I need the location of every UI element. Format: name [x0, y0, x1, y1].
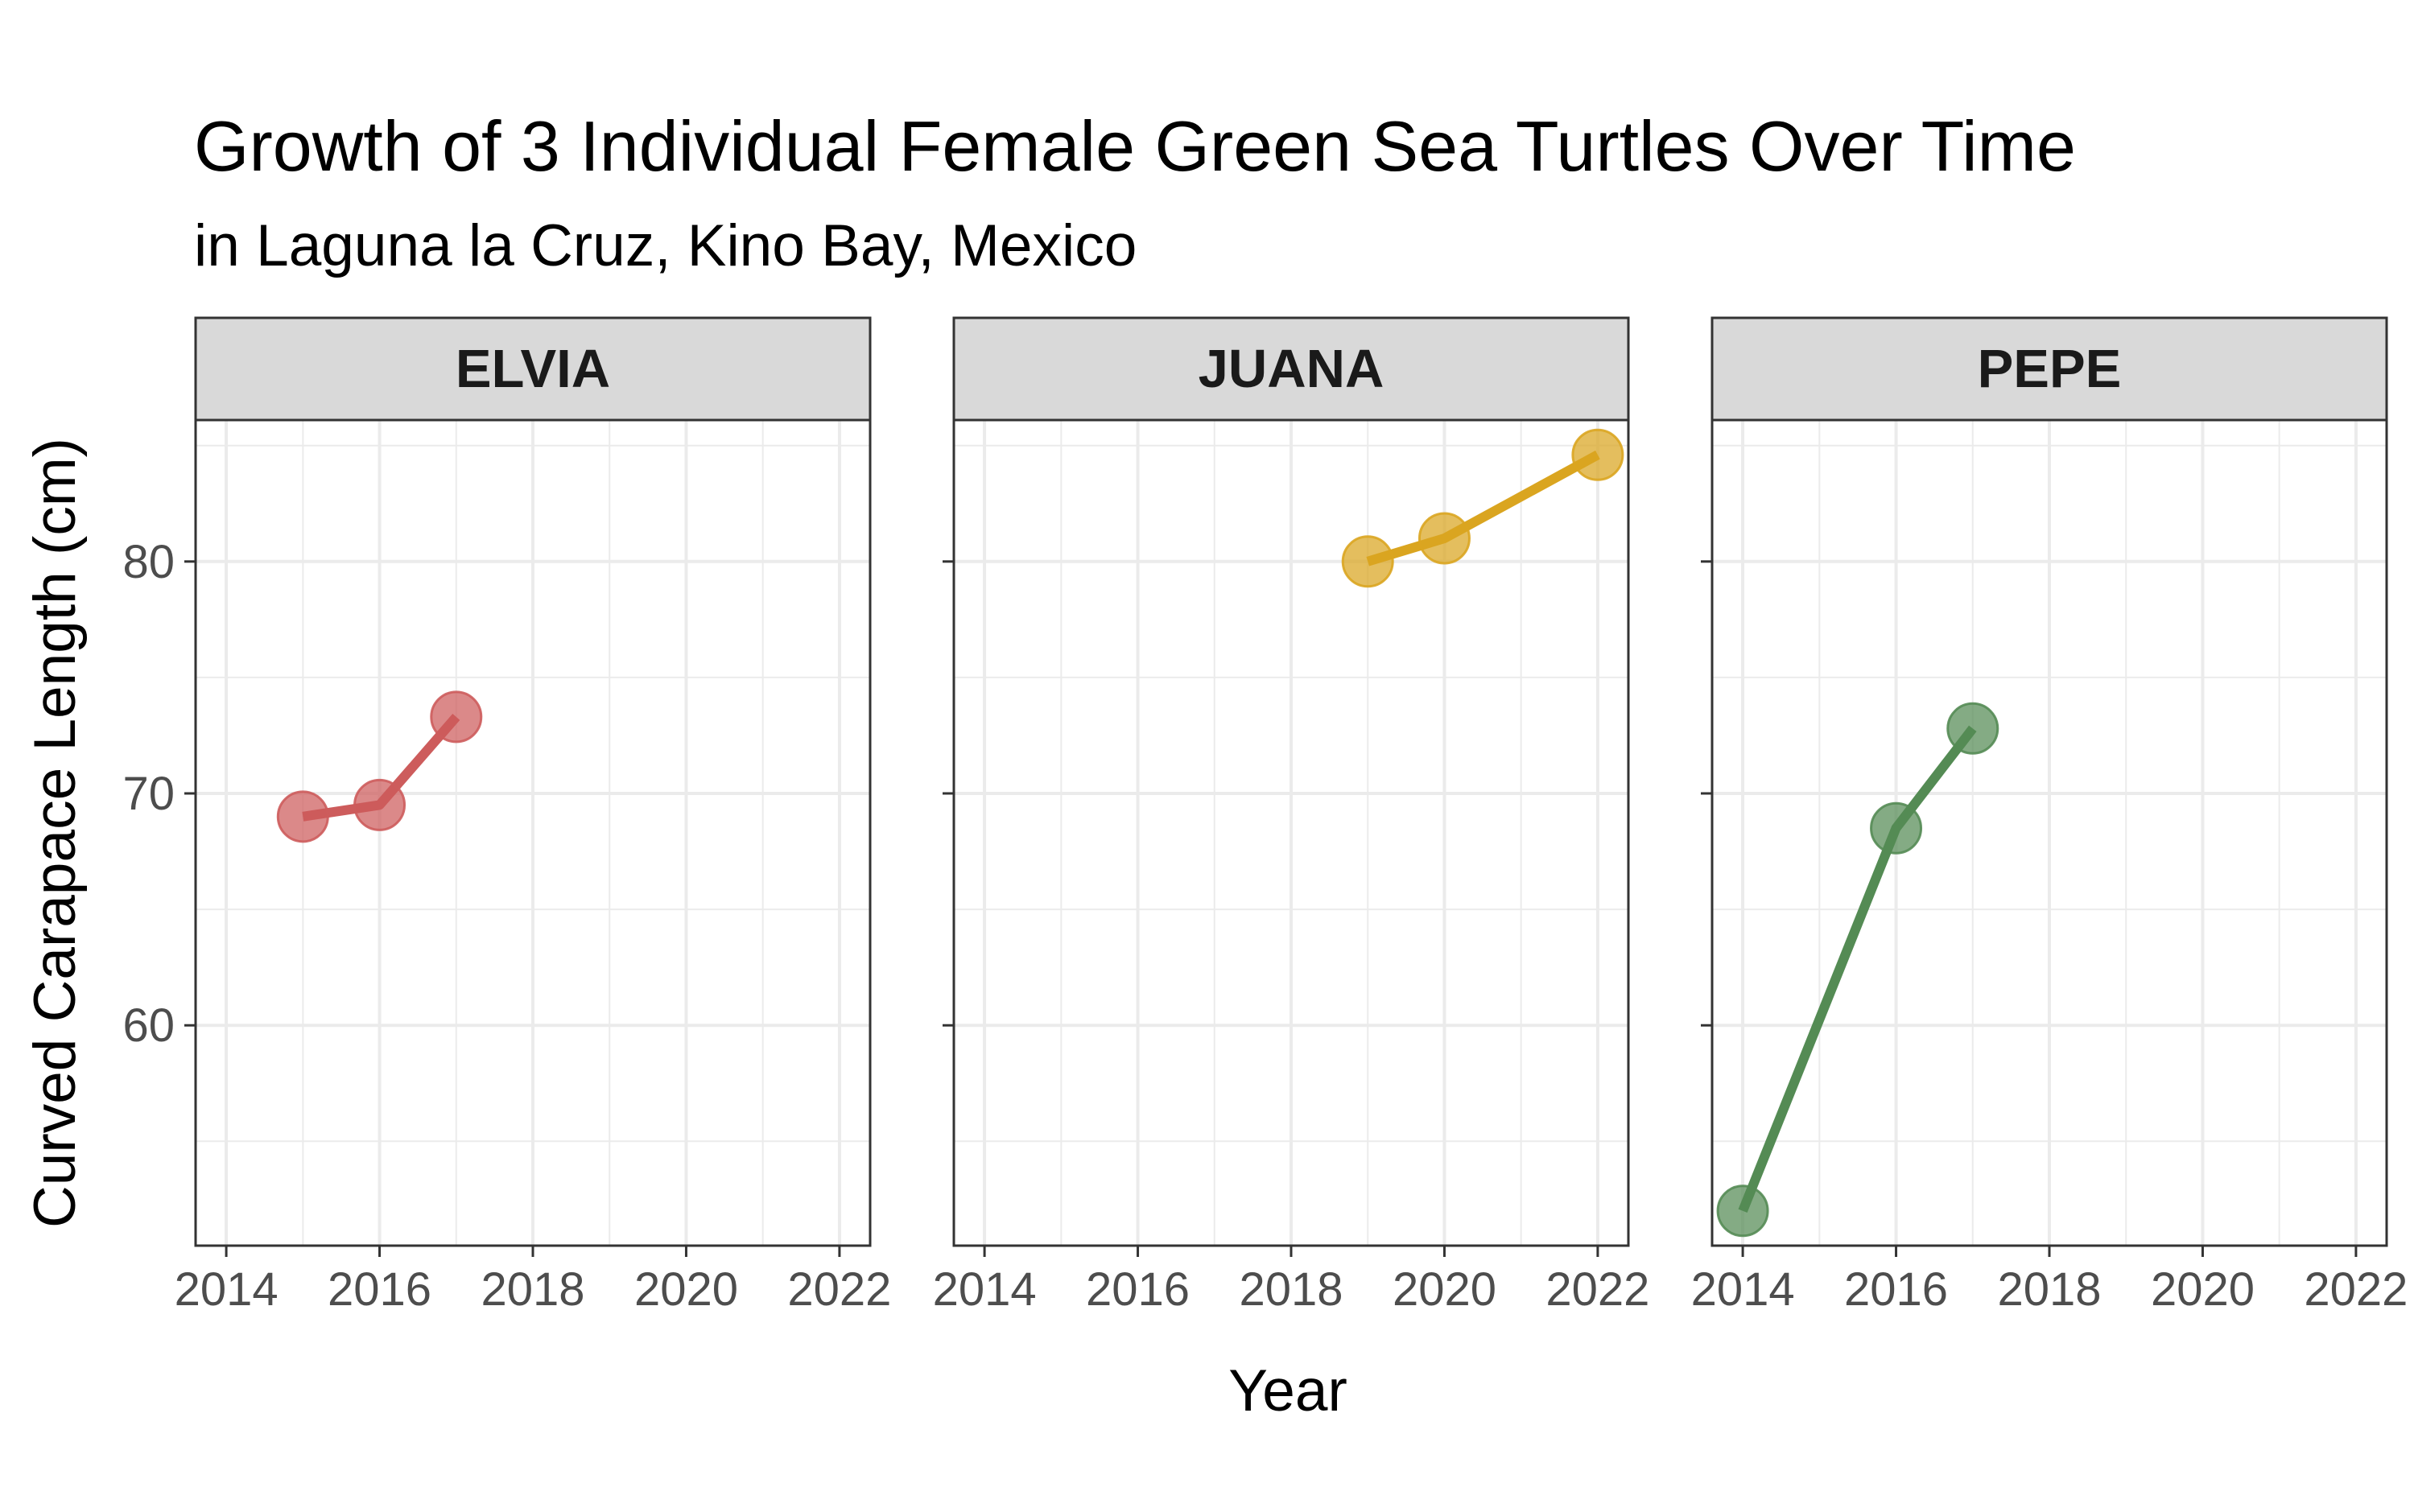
y-tick-label: 70 — [122, 768, 175, 820]
x-tick-label: 2022 — [2304, 1263, 2408, 1316]
x-tick-label: 2020 — [2151, 1263, 2255, 1316]
x-tick-label: 2018 — [1239, 1263, 1343, 1316]
facet-strip — [194, 316, 872, 422]
x-tick-label: 2020 — [1393, 1263, 1496, 1316]
data-point — [1571, 428, 1624, 481]
data-point — [276, 790, 329, 843]
y-tick-label: 80 — [122, 536, 175, 588]
y-axis-title: Curved Carapace Length (cm) — [23, 438, 88, 1228]
x-tick-label: 2022 — [1545, 1263, 1649, 1316]
data-point — [1341, 535, 1394, 588]
y-tick-label: 60 — [122, 999, 175, 1052]
facet-panels: ELVIA 2014 2016 2018 2020 2022 60 70 80 JUANA 2014… — [122, 316, 2408, 1316]
data-point — [1716, 1184, 1769, 1238]
x-tick-label: 2016 — [1844, 1263, 1948, 1316]
x-tick-label: 2022 — [787, 1263, 891, 1316]
x-tick-label: 2018 — [1997, 1263, 2101, 1316]
facet-strip-label: ELVIA — [456, 339, 610, 399]
facet-strip — [952, 316, 1630, 422]
x-tick-label: 2016 — [328, 1263, 431, 1316]
x-tick-label: 2020 — [634, 1263, 738, 1316]
panel-juana: JUANA 2014 2016 2018 2020 2022 — [933, 316, 1649, 1316]
x-axis-title: Year — [1228, 1358, 1347, 1423]
panel-pepe: PEPE 2014 2016 2018 2020 2022 — [1691, 316, 2408, 1316]
x-tick-label: 2014 — [1691, 1263, 1795, 1316]
chart-subtitle: in Laguna la Cruz, Kino Bay, Mexico — [194, 213, 1137, 278]
data-point — [1870, 801, 1923, 855]
x-tick-label: 2014 — [933, 1263, 1037, 1316]
facet-strip-label: PEPE — [1978, 339, 2122, 399]
facet-strip-label: JUANA — [1199, 339, 1384, 399]
data-point — [353, 778, 406, 831]
x-tick-label: 2016 — [1086, 1263, 1190, 1316]
x-tick-label: 2014 — [175, 1263, 279, 1316]
data-point — [1946, 702, 1999, 755]
panel-elvia: ELVIA 2014 2016 2018 2020 2022 60 70 80 — [122, 316, 891, 1316]
x-tick-label: 2018 — [481, 1263, 584, 1316]
data-point — [1417, 512, 1471, 565]
chart-title: Growth of 3 Individual Female Green Sea … — [194, 106, 2076, 186]
data-point — [430, 690, 483, 744]
